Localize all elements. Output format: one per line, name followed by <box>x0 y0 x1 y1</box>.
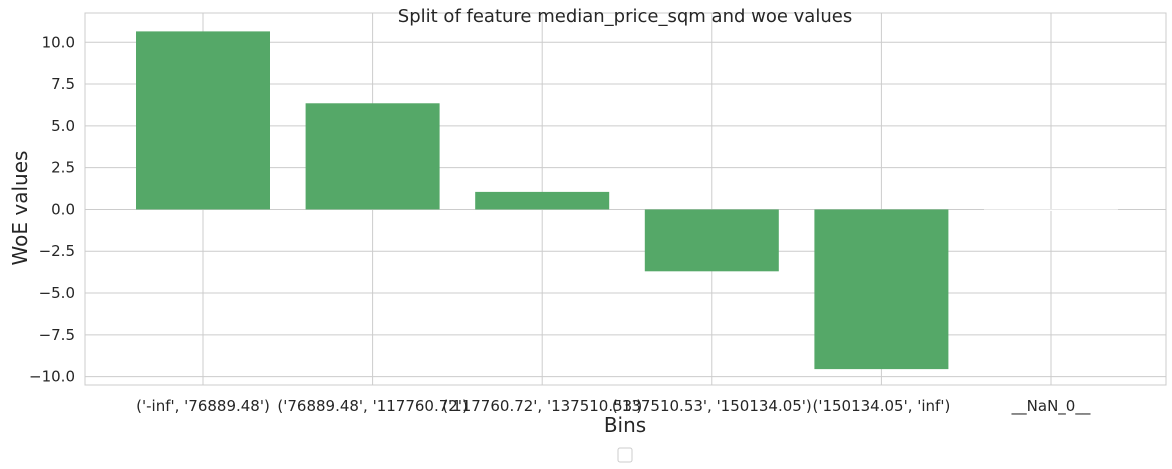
y-tick-label: 5.0 <box>51 117 75 135</box>
x-tick-label: ('117760.72', '137510.53') <box>442 397 642 415</box>
y-tick-labels: −10.0 −7.5 −5.0 −2.5 0.0 2.5 5.0 7.5 10.0 <box>29 33 75 385</box>
y-tick-label: 7.5 <box>51 75 75 93</box>
x-axis-label: Bins <box>604 413 646 437</box>
y-axis-label: WoE values <box>8 151 32 266</box>
x-tick-label: ('150134.05', 'inf') <box>812 397 950 415</box>
y-tick-label: −5.0 <box>39 284 75 302</box>
x-tick-label: ('-inf', '76889.48') <box>136 397 270 415</box>
bar <box>814 209 949 370</box>
x-tick-label: ('76889.48', '117760.72') <box>277 397 467 415</box>
x-tick-labels: ('-inf', '76889.48') ('76889.48', '117760… <box>136 397 1091 416</box>
bar <box>475 191 610 210</box>
y-tick-label: −10.0 <box>29 368 75 386</box>
bars <box>136 31 1118 370</box>
bar <box>644 209 779 272</box>
y-tick-label: 2.5 <box>51 159 75 177</box>
x-tick-label: __NaN_0__ <box>1011 397 1091 416</box>
bar <box>136 31 270 210</box>
x-tick-label: ('137510.53', '150134.05') <box>612 397 812 415</box>
bar <box>305 103 440 210</box>
chart-title: Split of feature median_price_sqm and wo… <box>398 6 852 27</box>
y-tick-label: 10.0 <box>42 33 75 51</box>
y-tick-label: −7.5 <box>39 326 75 344</box>
y-tick-label: 0.0 <box>51 200 75 218</box>
legend-box <box>617 447 633 463</box>
y-tick-label: −2.5 <box>39 242 75 260</box>
bar <box>984 209 1118 211</box>
